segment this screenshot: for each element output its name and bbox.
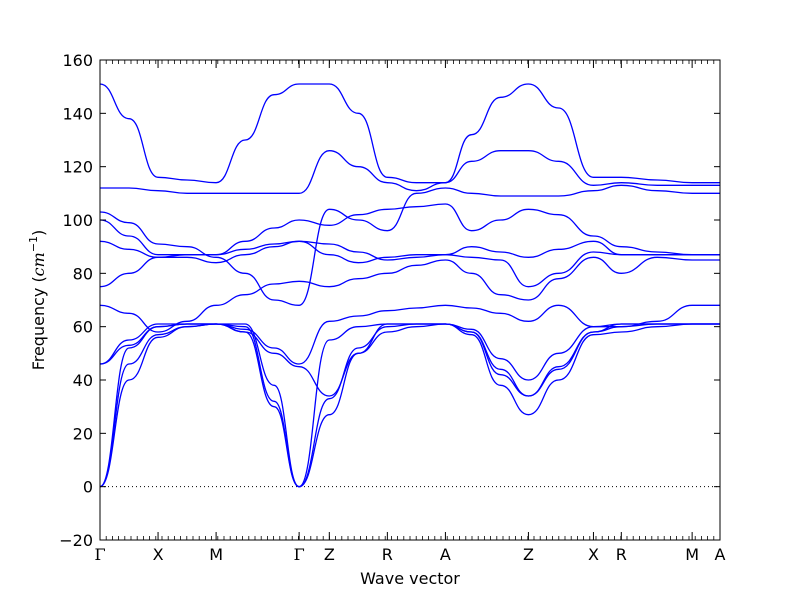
x-tick-label: Γ [294,545,305,564]
phonon-band-line [100,203,720,256]
y-axis-unit-exponent: −1 [27,236,40,252]
y-axis-unit: cm [29,252,48,276]
q-point-ticks [105,60,715,540]
phonon-band-line [100,323,720,488]
y-tick-label: 140 [62,104,93,123]
y-tick-label: 160 [62,51,93,70]
x-tick-label: Z [523,545,534,564]
phonon-band-line [100,83,720,184]
phonon-band-line [100,256,720,333]
x-tick-label: A [440,545,451,564]
y-tick-label: 100 [62,211,93,230]
phonon-band-line [100,240,720,288]
x-tick-label: M [685,545,699,564]
x-tick-label: M [209,545,223,564]
phonon-band-line [100,323,720,488]
x-axis-label: Wave vector [360,569,460,588]
y-tick-label: 0 [83,478,93,497]
x-tick-label: A [715,545,726,564]
phonon-bands [100,83,720,488]
phonon-band-line [100,184,720,306]
x-tick-label: Z [324,545,335,564]
x-tick-label: R [616,545,627,564]
x-tick-label: X [153,545,164,564]
y-tick-label: 20 [73,424,93,443]
y-tick-label: 80 [73,264,93,283]
y-tick-label: 60 [73,318,93,337]
phonon-band-line [100,150,720,194]
phonon-band-line [100,304,720,365]
y-axis-ticks: −20 0 20 40 60 80 100 120 140 160 [59,51,720,550]
y-tick-label: 40 [73,371,93,390]
plot-frame [99,59,721,541]
phonon-band-line [100,323,720,397]
phonon-band-line [100,323,720,488]
x-tick-label: R [382,545,393,564]
phonon-band-line [100,240,720,264]
y-axis-label: Frequency (cm−1) [27,230,48,371]
y-axis-label-text: Frequency [29,288,48,371]
y-tick-label: 120 [62,158,93,177]
y-tick-label: −20 [59,531,93,550]
x-tick-label: X [588,545,599,564]
x-tick-label: Γ [94,545,105,564]
